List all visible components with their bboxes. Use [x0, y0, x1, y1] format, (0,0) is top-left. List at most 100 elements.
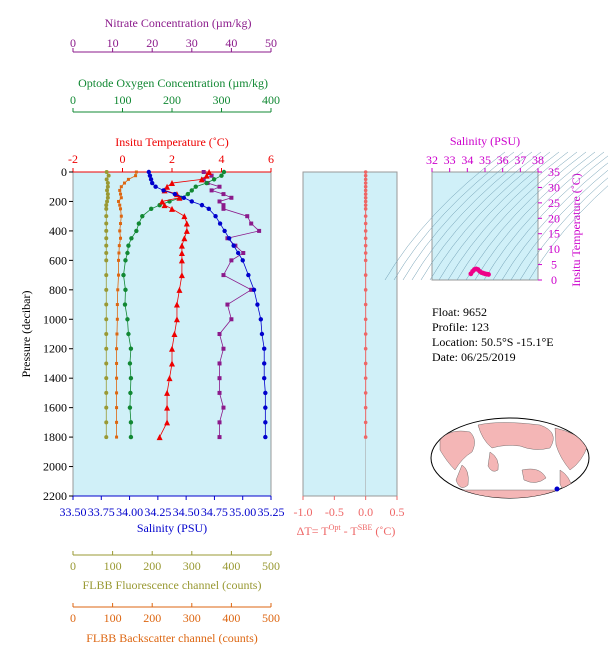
delta-t-point [363, 195, 368, 200]
pressure-tick-label: 2200 [43, 489, 67, 503]
backscatter-point [115, 332, 119, 336]
oxygen-point [211, 177, 217, 182]
nitrate-point [257, 228, 262, 233]
ts-isopycnal [465, 151, 587, 281]
delta-t-point [363, 332, 368, 336]
fluorescence-point [104, 258, 109, 263]
oxygen-point [127, 405, 133, 410]
temperature-point [173, 316, 180, 323]
delta-t-point [363, 184, 368, 189]
ts-isopycnal [483, 151, 605, 281]
oxygen-point [219, 173, 224, 178]
delta-t-point [363, 236, 368, 241]
salinity-point [255, 302, 260, 307]
fluorescence-point [105, 195, 110, 200]
oxygen-axis: Optode Oxygen Concentration (µm/kg) [78, 76, 268, 90]
salinity-point [263, 390, 268, 396]
ts-salinity-tick-label: 37 [514, 153, 526, 167]
fluorescence-tick-label: 300 [183, 559, 201, 573]
pressure-tick-label: 400 [49, 224, 67, 238]
ts-isopycnal [501, 162, 608, 281]
backscatter-point [117, 273, 121, 277]
temperature-tick-label: 0 [120, 152, 126, 166]
pressure-tick-label: 1000 [43, 312, 67, 326]
oxygen-point [128, 434, 134, 440]
temperature-point [181, 235, 188, 242]
delta-t-label-sup2: SBE [358, 523, 373, 532]
delta-t-point [363, 177, 368, 182]
fluorescence-point [104, 203, 109, 208]
backscatter-point [122, 181, 126, 185]
nitrate-tick-label: 40 [225, 36, 237, 50]
ts-salinity-tick-label: 33 [444, 153, 456, 167]
oxygen-tick-label: 400 [262, 93, 280, 107]
nitrate-point [221, 273, 226, 278]
oxygen-point [128, 375, 134, 381]
oxygen-point [123, 287, 128, 293]
delta-t-point [363, 302, 368, 307]
temperature-point [183, 220, 190, 227]
salinity-tick-label: 34.50 [173, 505, 200, 519]
delta-t-label-part1: ΔT= T [297, 524, 330, 538]
oxygen-point [126, 243, 131, 248]
temperature-tick-label: 2 [169, 152, 175, 166]
oxygen-point [189, 188, 194, 193]
oxygen-point [125, 250, 130, 256]
ts-salinity-tick-label: 32 [426, 153, 438, 167]
temperature-point [176, 194, 183, 201]
backscatter-point [117, 244, 121, 248]
salinity-point [251, 287, 257, 293]
fluorescence-point [105, 192, 110, 197]
delta-t-tick-label: 0.5 [390, 505, 405, 519]
fluorescence-tick-label: 400 [222, 559, 240, 573]
salinity-tick-label: 35.25 [258, 505, 285, 519]
temperature-tick-label: 4 [219, 152, 225, 166]
ts-temperature-axis-title: Insitu Temperature (˚C) [569, 173, 583, 287]
oxygen-point [136, 221, 142, 226]
ts-isopycnal-lines [384, 151, 608, 281]
oxygen-axis-title: Optode Oxygen Concentration (µm/kg) [78, 76, 268, 90]
ts-temperature-tick-label: 10 [548, 242, 560, 256]
delta-t-point [363, 207, 368, 211]
delta-t-label-sup1: Opt [329, 523, 342, 532]
backscatter-point [115, 406, 119, 410]
fluorescence-point [104, 435, 109, 440]
pressure-tick-label: 1400 [43, 371, 67, 385]
nitrate-axis-title: Nitrate Concentration (µm/kg) [105, 16, 252, 30]
ts-temperature-tick-label: 25 [548, 196, 560, 210]
nitrate-tick-label: 0 [70, 36, 76, 50]
temperature-point [166, 375, 173, 382]
backscatter-point [117, 258, 121, 262]
nitrate-point [221, 405, 226, 410]
ts-salinity-tick-label: 35 [479, 153, 491, 167]
oxygen-tick-label: 100 [114, 93, 132, 107]
nitrate-point [229, 195, 234, 200]
backscatter-point [115, 391, 119, 395]
ts-temperature-tick-label: 0 [551, 273, 557, 287]
backscatter-point [115, 317, 119, 321]
backscatter-point [126, 177, 130, 181]
salinity-tick-label: 34.00 [116, 505, 143, 519]
backscatter-point [116, 288, 120, 292]
nitrate-point [201, 170, 206, 174]
delta-t-point [363, 273, 368, 277]
delta-t-point [363, 188, 368, 193]
temperature-point [169, 360, 175, 367]
delta-t-point [363, 192, 368, 196]
oxygen-tick-label: 300 [213, 93, 231, 107]
main-plot-area [72, 171, 272, 497]
ts-point [486, 272, 491, 277]
backscatter-point [118, 188, 122, 192]
float-id-text: Float: 9652 [432, 305, 487, 319]
nitrate-point [245, 214, 250, 219]
ts-salinity-axis-title: Salinity (PSU) [450, 134, 520, 148]
salinity-point [226, 236, 232, 241]
nitrate-point [217, 199, 222, 204]
map-landmasses [439, 422, 589, 498]
backscatter-tick-label: 100 [104, 611, 122, 625]
temperature-tick-label: -2 [68, 152, 78, 166]
ts-temperature-tick-label: 20 [548, 211, 560, 225]
delta-t-point [363, 435, 368, 439]
delta-t-point [363, 170, 368, 174]
backscatter-tick-label: 200 [143, 611, 161, 625]
